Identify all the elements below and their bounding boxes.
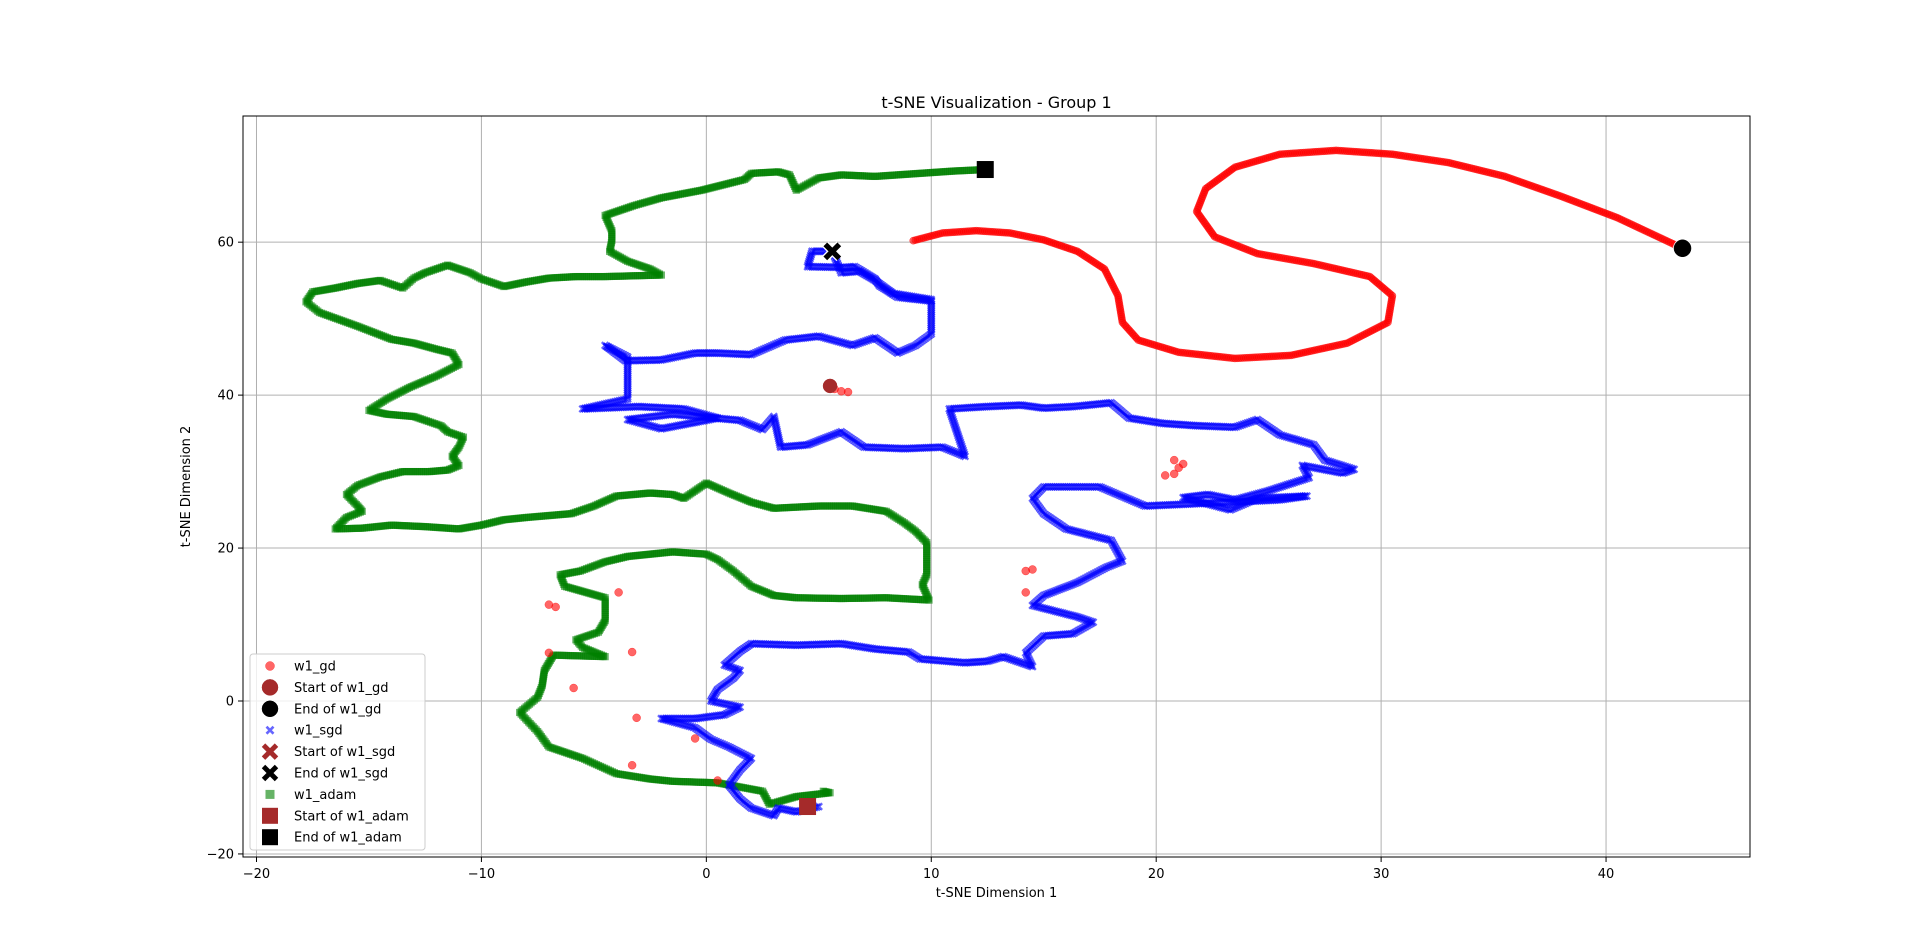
legend-entry: w1_adam bbox=[265, 788, 356, 803]
y-tick-label: 40 bbox=[217, 389, 234, 404]
w1_gd-point bbox=[627, 647, 637, 657]
series-w1_sgd bbox=[578, 247, 1359, 820]
x-tick-label: 40 bbox=[1598, 867, 1615, 882]
legend-marker bbox=[265, 661, 275, 671]
legend-marker bbox=[262, 829, 278, 846]
legend-entry: w1_gd bbox=[265, 660, 336, 675]
legend-label: Start of w1_adam bbox=[294, 809, 409, 824]
start-end-markers bbox=[799, 161, 1693, 816]
w1_gd-point bbox=[1021, 588, 1030, 597]
w1_gd-point bbox=[713, 776, 722, 785]
end-of-w1_adam bbox=[976, 161, 994, 179]
end-of-w1_gd bbox=[1673, 239, 1692, 258]
x-tick-label: 20 bbox=[1148, 867, 1165, 882]
w1_gd-point bbox=[843, 387, 853, 397]
legend-label: Start of w1_sgd bbox=[294, 745, 395, 760]
legend: w1_gd Start of w1_gd End of w1_gd w1_sgd Sta… bbox=[249, 653, 426, 851]
y-axis-label: t-SNE Dimension 2 bbox=[179, 426, 194, 548]
series-w1_adam bbox=[302, 165, 989, 808]
legend-entry: End of w1_gd bbox=[261, 700, 381, 718]
legend-marker bbox=[265, 725, 275, 735]
x-tick-label: 10 bbox=[923, 867, 940, 882]
legend-entry: Start of w1_gd bbox=[261, 679, 388, 696]
legend-entry: Start of w1_adam bbox=[262, 807, 409, 824]
grid bbox=[243, 116, 1750, 857]
x-tick-label: −20 bbox=[243, 867, 270, 882]
legend-entry: End of w1_adam bbox=[262, 829, 402, 846]
legend-marker bbox=[265, 789, 275, 799]
w1_gd-point bbox=[1169, 469, 1179, 479]
legend-entry: End of w1_sgd bbox=[261, 764, 388, 782]
legend-marker bbox=[261, 700, 279, 718]
y-tick-label: 0 bbox=[226, 695, 234, 710]
x-axis-label: t-SNE Dimension 1 bbox=[936, 886, 1058, 901]
legend-label: Start of w1_gd bbox=[294, 681, 388, 696]
x-tick-label: −10 bbox=[468, 867, 495, 882]
w1_adam-point bbox=[819, 787, 827, 795]
w1_gd-point bbox=[614, 588, 623, 597]
w1_gd-point bbox=[1160, 471, 1170, 480]
w1_gd-point bbox=[627, 760, 637, 770]
y-tick-label: 20 bbox=[217, 542, 234, 557]
legend-marker bbox=[261, 764, 279, 782]
w1_gd-point bbox=[1178, 459, 1188, 469]
start-of-w1_adam bbox=[799, 798, 817, 816]
w1_gd-point bbox=[1169, 455, 1179, 465]
end-of-w1_sgd bbox=[823, 242, 842, 261]
start-of-w1_gd bbox=[822, 378, 838, 394]
ticks: −20 −10 0 10 20 30 40 −20 0 20 40 60 bbox=[207, 236, 1615, 882]
w1_gd-point bbox=[690, 734, 700, 743]
w1_gd-point bbox=[569, 683, 578, 693]
y-tick-label: −20 bbox=[207, 847, 234, 862]
w1_sgd-point bbox=[814, 802, 823, 811]
legend-entry: Start of w1_sgd bbox=[261, 743, 395, 760]
legend-box bbox=[249, 653, 426, 851]
legend-label: End of w1_sgd bbox=[294, 767, 388, 782]
w1_gd-point bbox=[1028, 565, 1037, 574]
w1_gd-point bbox=[632, 713, 641, 723]
plot-area bbox=[243, 116, 1750, 857]
legend-entry: w1_sgd bbox=[265, 724, 343, 739]
w1_gd-point bbox=[544, 648, 554, 658]
x-tick-label: 30 bbox=[1373, 867, 1390, 882]
legend-marker bbox=[262, 807, 278, 824]
x-tick-label: 0 bbox=[702, 867, 710, 882]
legend-label: w1_adam bbox=[294, 788, 356, 803]
w1_gd-point bbox=[551, 602, 560, 612]
legend-marker bbox=[261, 743, 279, 760]
legend-label: End of w1_gd bbox=[294, 702, 381, 717]
legend-label: w1_sgd bbox=[294, 724, 343, 739]
series-w1_gd bbox=[544, 146, 1687, 785]
legend-label: End of w1_adam bbox=[294, 831, 402, 846]
legend-marker bbox=[261, 679, 279, 696]
y-tick-label: 60 bbox=[217, 236, 234, 251]
legend-label: w1_gd bbox=[294, 660, 336, 675]
plot-frame bbox=[242, 115, 1751, 858]
series-layer bbox=[302, 146, 1693, 820]
chart-title: t-SNE Visualization - Group 1 bbox=[881, 93, 1111, 112]
